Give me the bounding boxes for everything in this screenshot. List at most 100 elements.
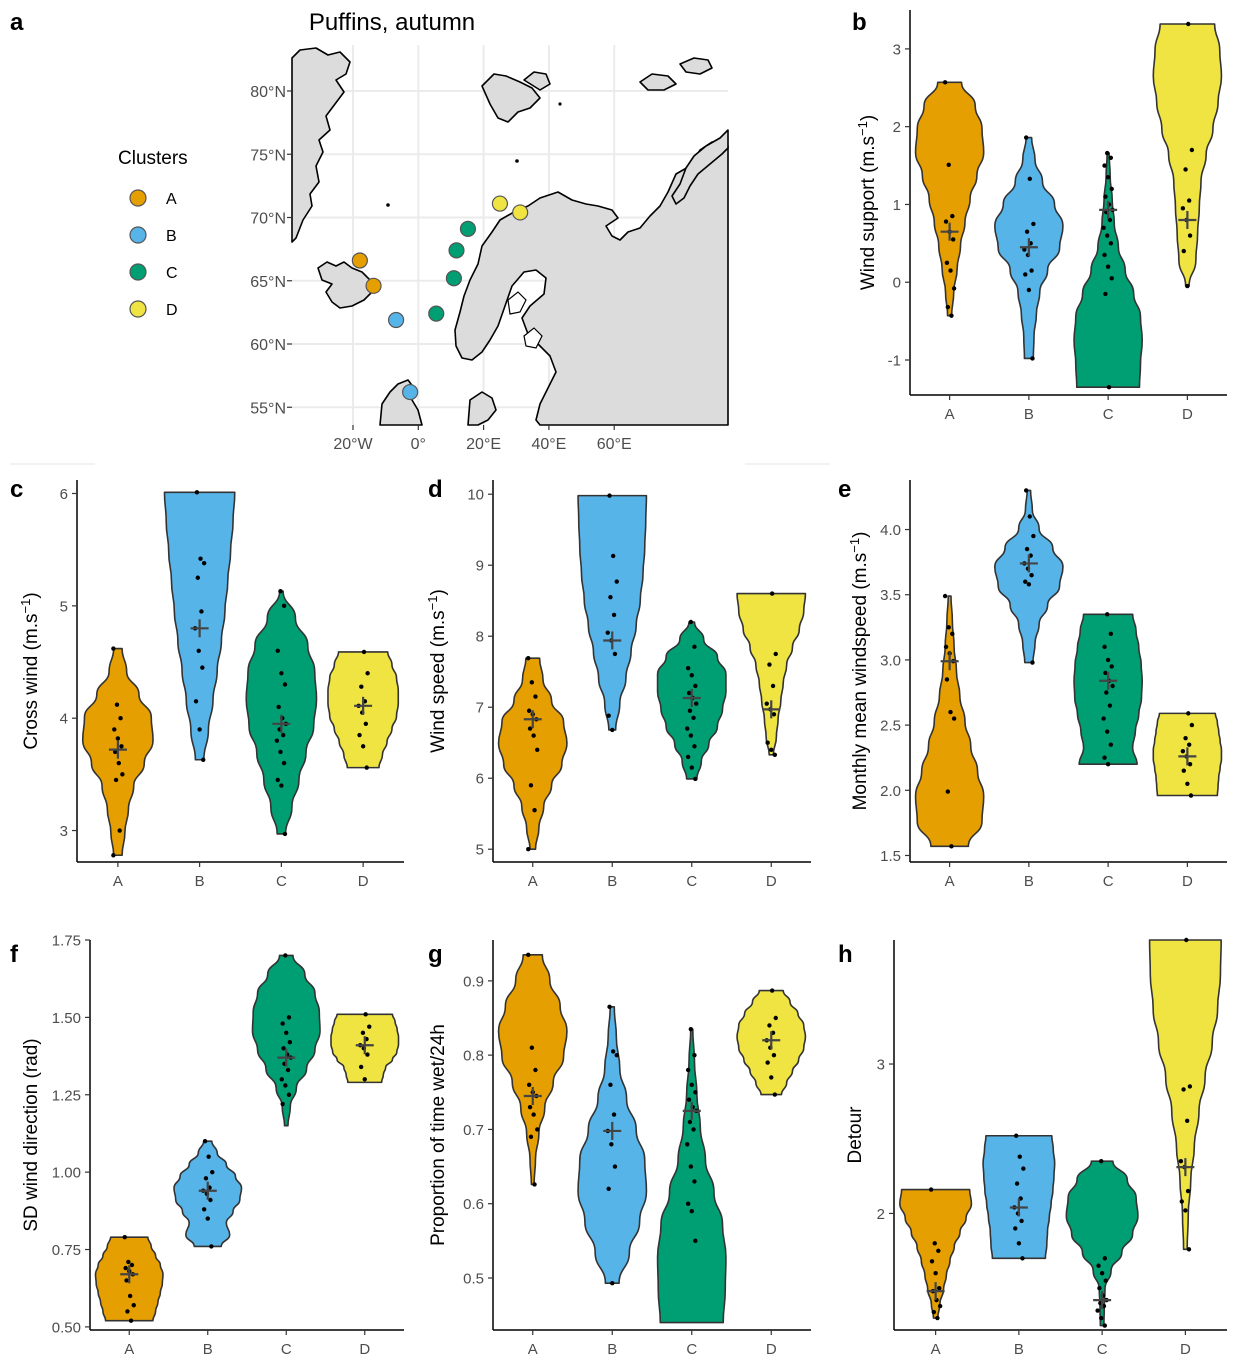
data-point-C — [1108, 631, 1114, 637]
data-point-C — [686, 1097, 692, 1102]
violin-D — [736, 592, 807, 756]
legend-key-A — [129, 189, 147, 207]
y-tick-label: 6 — [476, 771, 484, 788]
violin-C — [1073, 152, 1143, 389]
data-point-C — [685, 1142, 690, 1147]
data-point-B — [610, 553, 616, 559]
data-point-A — [526, 1082, 532, 1088]
data-point-A — [115, 736, 121, 741]
data-point-D — [770, 683, 776, 689]
lat-label: 60°N — [250, 337, 286, 354]
panel-letter-g: g — [428, 941, 443, 968]
x-tick-label: D — [1182, 406, 1193, 423]
data-point-C — [687, 708, 693, 713]
y-tick-label: 1.75 — [52, 933, 81, 950]
x-tick-label: B — [607, 873, 617, 890]
data-point-D — [1186, 711, 1191, 716]
panel-letter-d: d — [428, 476, 443, 503]
y-axis-label: Wind speed (m.s−1) — [425, 589, 450, 753]
data-point-D — [1184, 1118, 1190, 1124]
data-point-C — [1105, 762, 1111, 767]
x-tick-label: D — [766, 1341, 777, 1358]
y-axis-label: Cross wind (m.s−1) — [18, 592, 43, 749]
data-point-B — [210, 1169, 215, 1175]
panel-b: b -1 0 1 2 3 A B C D Wind support (m.s−1) — [852, 9, 1227, 423]
data-point-C — [689, 673, 694, 678]
panel-e: e 1.5 2.0 2.5 3.0 3.5 4.0 A B C D Monthly mean wind… — [838, 476, 1227, 890]
data-point-A — [948, 268, 953, 273]
data-point-C — [1105, 233, 1110, 238]
data-point-A — [533, 694, 538, 699]
data-point-A — [535, 747, 540, 753]
data-point-C — [283, 953, 288, 958]
data-point-B — [1023, 135, 1029, 140]
data-point-B — [1031, 221, 1036, 227]
data-point-C — [1097, 1285, 1102, 1291]
y-tick-label: 1.50 — [52, 1010, 81, 1027]
colony-point-C — [459, 220, 477, 237]
data-point-D — [360, 1030, 366, 1036]
x-tick-label: C — [1103, 406, 1114, 423]
x-tick-label: A — [931, 1341, 941, 1358]
violin-D — [1148, 939, 1222, 1251]
data-point-A — [526, 656, 531, 661]
data-point-C — [689, 1208, 694, 1214]
violin-C — [656, 1028, 727, 1324]
data-point-C — [693, 1238, 698, 1244]
data-point-A — [943, 219, 949, 224]
data-point-D — [362, 1077, 367, 1082]
violin-D — [1152, 23, 1223, 287]
data-point-A — [951, 716, 957, 721]
data-point-B — [1023, 272, 1028, 277]
novaya-zemlya — [671, 129, 729, 205]
data-point-C — [1110, 683, 1115, 689]
y-axis-label: Monthly mean windspeed (m.s−1) — [847, 532, 872, 811]
data-point-B — [606, 713, 611, 718]
data-point-A — [945, 304, 951, 310]
data-point-C — [281, 603, 287, 609]
data-point-B — [1026, 582, 1032, 587]
data-point-A — [535, 1127, 540, 1132]
y-axis-label: SD wind direction (rad) — [21, 1038, 42, 1231]
data-point-C — [286, 1092, 292, 1097]
data-point-C — [287, 1039, 293, 1045]
data-point-B — [1020, 1256, 1025, 1261]
data-point-D — [360, 744, 366, 749]
data-point-A — [929, 1259, 935, 1264]
data-point-A — [951, 286, 957, 291]
y-axis-label: Detour — [845, 1106, 866, 1164]
data-point-C — [1103, 670, 1108, 676]
lake — [523, 327, 543, 349]
data-point-C — [686, 690, 692, 696]
lon-label: 60°E — [597, 436, 632, 453]
y-tick-label: 5 — [60, 598, 68, 615]
map-panel: a Puffins, autumn 80°N 75°N 70°N 65°N 60°N 55… — [10, 9, 729, 453]
data-point-D — [363, 721, 369, 727]
data-point-C — [280, 1101, 285, 1107]
data-point-D — [771, 1052, 777, 1058]
y-tick-label: 9 — [476, 558, 484, 575]
violin-B — [577, 494, 648, 731]
data-point-C — [1105, 175, 1111, 180]
x-tick-label: A — [945, 406, 955, 423]
iceland — [317, 261, 373, 309]
data-point-D — [767, 1023, 772, 1028]
x-tick-label: D — [1180, 1341, 1191, 1358]
data-point-B — [205, 1216, 210, 1221]
legend-label-B: B — [166, 228, 177, 245]
data-point-B — [612, 1164, 618, 1169]
island — [515, 159, 519, 163]
island — [558, 102, 562, 106]
data-point-B — [1027, 514, 1032, 519]
data-point-A — [944, 677, 950, 682]
x-tick-label: B — [1024, 873, 1034, 890]
data-point-C — [1102, 644, 1107, 650]
y-tick-label: 1.00 — [52, 1165, 81, 1182]
data-point-D — [769, 591, 775, 596]
data-point-A — [116, 760, 121, 766]
data-point-B — [1022, 247, 1027, 252]
data-point-A — [531, 1112, 536, 1117]
data-point-B — [1017, 1154, 1022, 1159]
data-point-B — [608, 1082, 613, 1088]
